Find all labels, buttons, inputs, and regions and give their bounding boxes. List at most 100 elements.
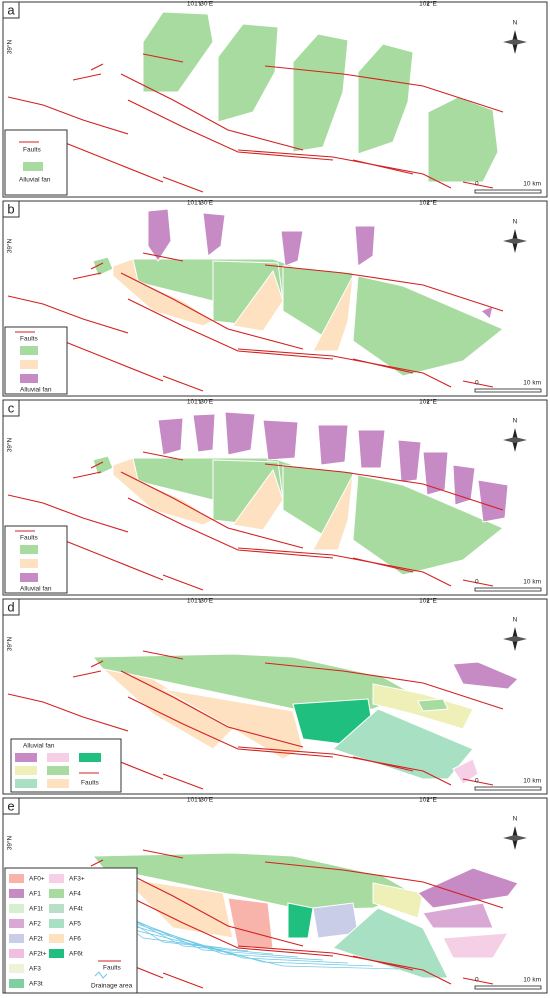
legend-swatch	[9, 934, 24, 943]
lat-label: 39°N	[6, 39, 14, 54]
fault	[352, 756, 414, 772]
lat-label: 39°N	[6, 636, 14, 651]
legend-swatch	[9, 904, 24, 913]
lat-label: 39°N	[6, 238, 14, 253]
lon-label: 102°E	[419, 796, 437, 804]
map-panel: d 101°30'E 102°E 39°N N 0 10 km Alluvial fan Fau…	[2, 597, 548, 795]
legend-swatch	[9, 874, 24, 883]
fan	[452, 661, 519, 690]
fan	[354, 225, 376, 267]
fault	[127, 99, 334, 161]
fan	[232, 269, 284, 332]
fault	[120, 869, 304, 947]
fan	[292, 33, 349, 153]
label-box	[2, 200, 20, 218]
legend-text: AF2t+	[29, 951, 47, 958]
fan	[427, 96, 499, 183]
fault	[142, 849, 184, 859]
panel-label: b	[7, 201, 14, 216]
fault	[127, 298, 334, 360]
legend-swatch	[20, 559, 38, 568]
legend-text: Faults	[20, 336, 38, 343]
fault	[462, 977, 494, 985]
legend-swatch	[79, 753, 101, 762]
fault	[352, 358, 414, 374]
fan	[312, 474, 354, 551]
scale-label: 10 km	[523, 977, 541, 984]
north-label: N	[513, 418, 518, 425]
fault	[352, 557, 414, 573]
map-panel: c 101°30'E 102°E 39°N N 0 10 km Faults Alluvial …	[2, 398, 548, 596]
fault	[142, 650, 184, 660]
legend-drainage	[94, 971, 108, 979]
fault	[127, 696, 334, 758]
lon-label: 101°30'E	[187, 398, 214, 406]
legend-text: Faults	[81, 780, 99, 787]
fan	[480, 305, 494, 320]
north-arrow	[503, 636, 527, 642]
lon-label: 101°30'E	[187, 0, 214, 8]
fan	[101, 668, 234, 750]
fault	[264, 861, 504, 909]
fault	[90, 660, 104, 668]
fan	[202, 212, 226, 257]
legend-text: AF2t	[29, 936, 43, 943]
legend-swatch	[49, 919, 64, 928]
legend-swatch	[9, 964, 24, 973]
fault	[142, 451, 184, 461]
fault	[120, 73, 304, 151]
north-label: N	[513, 617, 518, 624]
fan	[357, 43, 414, 155]
fault	[162, 375, 204, 392]
north-label: N	[513, 816, 518, 823]
fan	[121, 877, 234, 939]
legend-swatch	[49, 904, 64, 913]
lon-label: 102°E	[419, 0, 437, 8]
scale-label: 10 km	[523, 181, 541, 188]
legend-swatch	[15, 766, 37, 775]
fan	[157, 417, 184, 456]
fault	[120, 471, 304, 549]
legend-swatch	[9, 889, 24, 898]
fault	[62, 539, 164, 581]
drainage	[109, 911, 324, 961]
fan	[192, 413, 216, 453]
fault	[462, 579, 494, 587]
fault	[352, 955, 414, 971]
fault	[352, 159, 414, 175]
fault	[90, 461, 104, 469]
legend-text: AF5	[69, 921, 81, 928]
legend-text: AF6	[69, 936, 81, 943]
fan	[287, 902, 314, 939]
scale-bar	[474, 786, 542, 791]
north-arrow	[503, 835, 527, 841]
scale-label: 0	[475, 977, 479, 984]
label-box	[2, 1, 20, 19]
fault	[72, 272, 102, 280]
fault	[264, 463, 504, 511]
label-box	[2, 797, 20, 815]
fault	[162, 773, 204, 790]
legend-swatch	[20, 573, 38, 582]
legend-text: Alluvial fan	[20, 387, 52, 394]
fan	[232, 468, 284, 531]
legend-text: AF3	[29, 966, 41, 973]
fault	[7, 693, 129, 732]
fan	[142, 11, 214, 93]
fault	[264, 65, 504, 113]
fan	[92, 455, 114, 476]
legend-swatch	[47, 766, 69, 775]
fan	[417, 698, 449, 712]
fault	[7, 96, 129, 135]
fault	[7, 295, 129, 334]
fault	[62, 141, 164, 183]
fan	[442, 932, 509, 959]
fault	[90, 63, 104, 71]
fan	[372, 882, 424, 919]
scale-bar	[474, 189, 542, 194]
map-panel: a 101°30'E 102°E 39°N N 0 10 km Faults Alluvial …	[2, 0, 548, 198]
legend-swatch	[23, 162, 43, 171]
fault	[162, 972, 204, 989]
fan	[422, 902, 494, 929]
